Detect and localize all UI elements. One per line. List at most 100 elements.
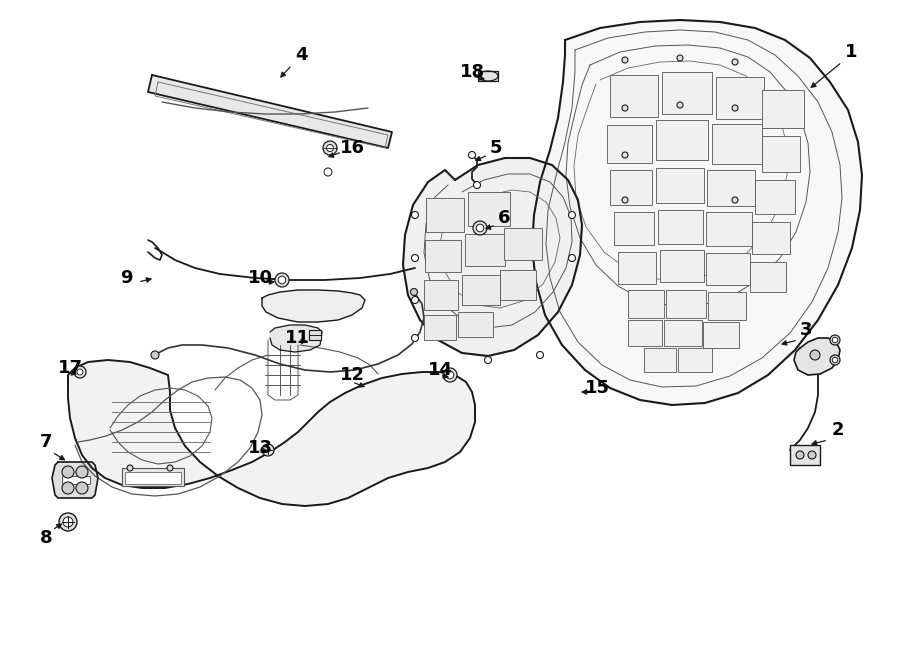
Circle shape (446, 371, 454, 379)
Circle shape (443, 368, 457, 382)
Bar (62, 476, 90, 484)
Text: 1: 1 (845, 43, 858, 61)
Bar (664, 320, 702, 346)
Circle shape (127, 465, 133, 471)
Bar (755, 180, 795, 214)
Circle shape (796, 451, 804, 459)
Circle shape (411, 334, 418, 342)
Polygon shape (262, 290, 365, 322)
Text: 2: 2 (832, 421, 844, 439)
Bar (504, 228, 542, 260)
Circle shape (677, 102, 683, 108)
Bar (762, 90, 804, 128)
Circle shape (808, 451, 816, 459)
Text: 16: 16 (340, 139, 365, 157)
Bar (678, 348, 712, 372)
Circle shape (732, 59, 738, 65)
Bar (628, 320, 662, 346)
Text: 4: 4 (295, 46, 308, 64)
Polygon shape (68, 360, 475, 506)
Circle shape (569, 254, 575, 262)
Text: 9: 9 (120, 269, 132, 287)
Text: 12: 12 (340, 366, 365, 384)
Circle shape (732, 197, 738, 203)
Circle shape (62, 482, 74, 494)
Circle shape (622, 105, 628, 111)
Bar (752, 222, 790, 254)
Circle shape (59, 513, 77, 531)
Bar (424, 280, 458, 310)
Bar (500, 270, 536, 300)
Circle shape (167, 465, 173, 471)
Circle shape (536, 352, 544, 358)
Bar (614, 212, 654, 245)
Circle shape (275, 273, 289, 287)
Text: 8: 8 (40, 529, 52, 547)
Polygon shape (532, 20, 862, 405)
Bar (122, 468, 184, 486)
Circle shape (832, 357, 838, 363)
Polygon shape (52, 462, 98, 498)
Polygon shape (270, 325, 322, 352)
Circle shape (77, 369, 83, 375)
Circle shape (476, 224, 484, 232)
Bar (618, 252, 656, 284)
Circle shape (484, 356, 491, 364)
Text: 15: 15 (585, 379, 610, 397)
Bar (462, 275, 500, 305)
Circle shape (622, 197, 628, 203)
Circle shape (830, 335, 840, 345)
Bar (703, 322, 739, 348)
Bar (666, 290, 706, 318)
Bar (424, 315, 456, 340)
Bar (458, 312, 493, 337)
Bar (656, 120, 708, 160)
Circle shape (622, 57, 628, 63)
Bar (628, 290, 664, 318)
Circle shape (677, 55, 683, 61)
Circle shape (76, 482, 88, 494)
Circle shape (830, 355, 840, 365)
Bar (790, 445, 820, 465)
Bar (478, 71, 498, 81)
Circle shape (473, 221, 487, 235)
Circle shape (473, 182, 481, 188)
Text: 11: 11 (285, 329, 310, 347)
Bar (656, 168, 704, 203)
Polygon shape (403, 158, 582, 356)
Text: 13: 13 (248, 439, 273, 457)
Bar (716, 77, 764, 119)
Circle shape (411, 297, 418, 303)
Circle shape (324, 168, 332, 176)
Bar (425, 240, 461, 272)
Text: 5: 5 (490, 139, 502, 157)
Bar (706, 253, 750, 285)
Bar (712, 124, 762, 164)
Bar (762, 136, 800, 172)
Circle shape (411, 212, 418, 219)
Polygon shape (148, 75, 392, 148)
Circle shape (62, 466, 74, 478)
Circle shape (74, 366, 86, 378)
Circle shape (323, 141, 337, 155)
Text: 18: 18 (460, 63, 485, 81)
Text: 10: 10 (248, 269, 273, 287)
Bar (750, 262, 786, 292)
Text: 7: 7 (40, 433, 52, 451)
Circle shape (832, 337, 838, 343)
Circle shape (262, 444, 274, 456)
Bar (468, 192, 510, 226)
Bar (610, 170, 652, 205)
Bar (658, 210, 703, 244)
Circle shape (810, 350, 820, 360)
Bar (610, 75, 658, 117)
Text: 6: 6 (498, 209, 510, 227)
Bar (660, 250, 704, 282)
Text: 17: 17 (58, 359, 83, 377)
Circle shape (469, 151, 475, 159)
Circle shape (622, 152, 628, 158)
Bar (426, 198, 464, 232)
Bar (707, 170, 755, 206)
Bar (309, 330, 321, 340)
Circle shape (410, 288, 418, 295)
